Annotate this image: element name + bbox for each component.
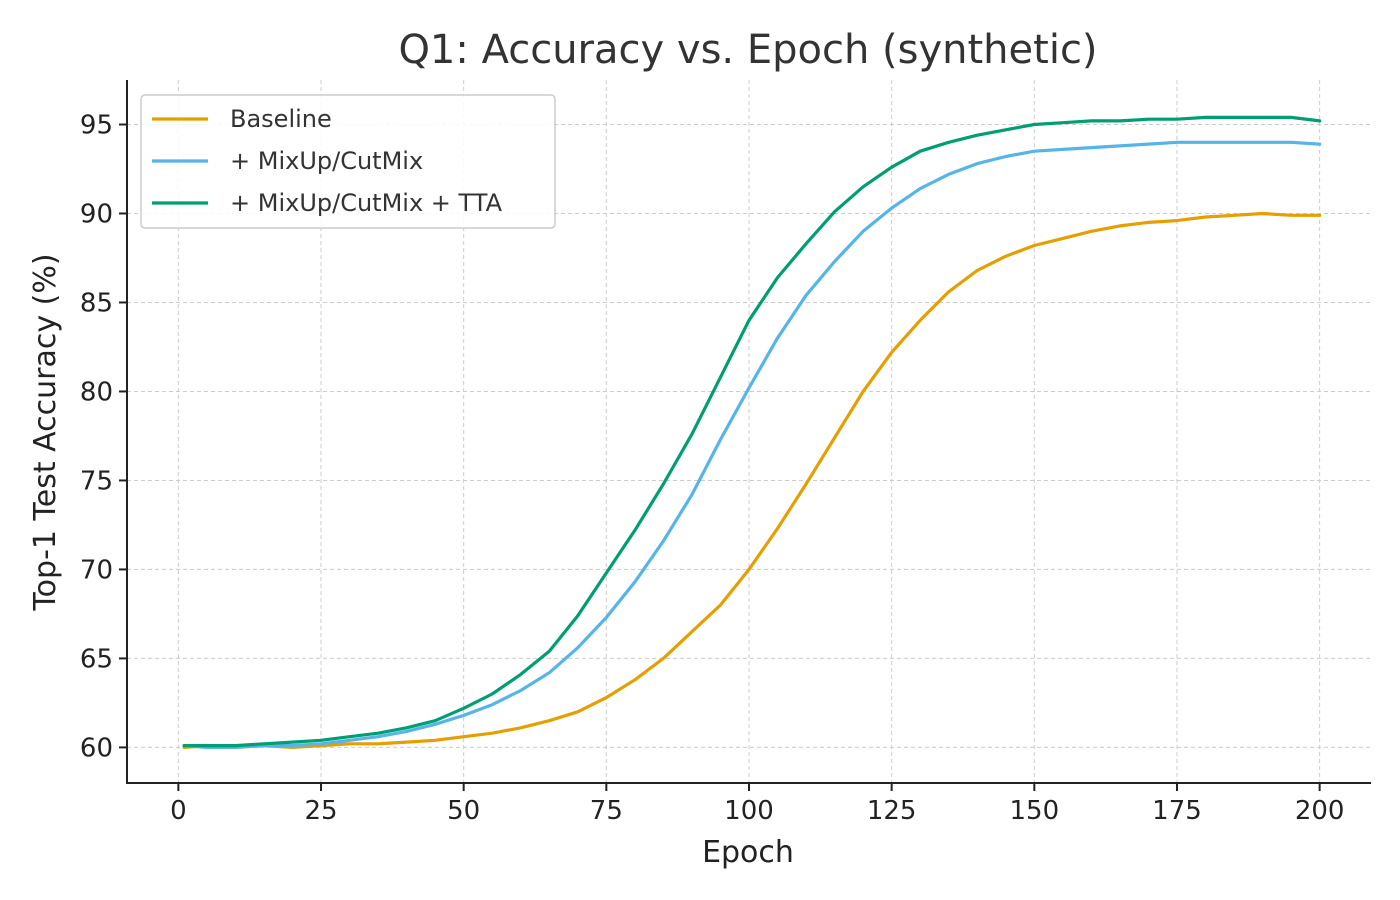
x-tick-label: 150 bbox=[1010, 796, 1060, 826]
series-line bbox=[182, 115, 1322, 748]
legend-label: + MixUp/CutMix bbox=[230, 147, 423, 175]
y-tick-label: 70 bbox=[80, 555, 113, 585]
y-tick-label: 80 bbox=[80, 377, 113, 407]
y-tick-label: 85 bbox=[80, 288, 113, 318]
x-tick-label: 25 bbox=[304, 796, 337, 826]
y-tick-label: 75 bbox=[80, 466, 113, 496]
chart-title: Q1: Accuracy vs. Epoch (synthetic) bbox=[398, 27, 1097, 73]
series-line bbox=[182, 211, 1322, 749]
y-tick-label: 95 bbox=[80, 110, 113, 140]
legend: Baseline + MixUp/CutMix + MixUp/CutMix + T… bbox=[140, 94, 556, 229]
x-tick-label: 75 bbox=[590, 796, 623, 826]
series-lines bbox=[182, 115, 1322, 749]
axis-ticks: 0 25 50 75 100 125 150 175 200 60 65 70 75 80 85 90 95 bbox=[80, 110, 1345, 826]
x-tick-label: 200 bbox=[1295, 796, 1345, 826]
y-tick-label: 90 bbox=[80, 199, 113, 229]
grid-lines bbox=[127, 80, 1371, 783]
axis-spines bbox=[126, 80, 1371, 784]
x-tick-label: 100 bbox=[724, 796, 774, 826]
x-tick-label: 50 bbox=[447, 796, 480, 826]
y-tick-label: 65 bbox=[80, 644, 113, 674]
y-axis-label: Top-1 Test Accuracy (%) bbox=[28, 253, 63, 611]
legend-box bbox=[140, 94, 556, 229]
legend-label: Baseline bbox=[230, 105, 332, 133]
x-tick-label: 0 bbox=[170, 796, 187, 826]
x-tick-label: 175 bbox=[1152, 796, 1202, 826]
legend-label: + MixUp/CutMix + TTA bbox=[230, 189, 503, 217]
x-axis-label: Epoch bbox=[702, 835, 794, 870]
y-tick-label: 60 bbox=[80, 733, 113, 763]
series-line bbox=[182, 140, 1322, 749]
x-tick-label: 125 bbox=[867, 796, 917, 826]
